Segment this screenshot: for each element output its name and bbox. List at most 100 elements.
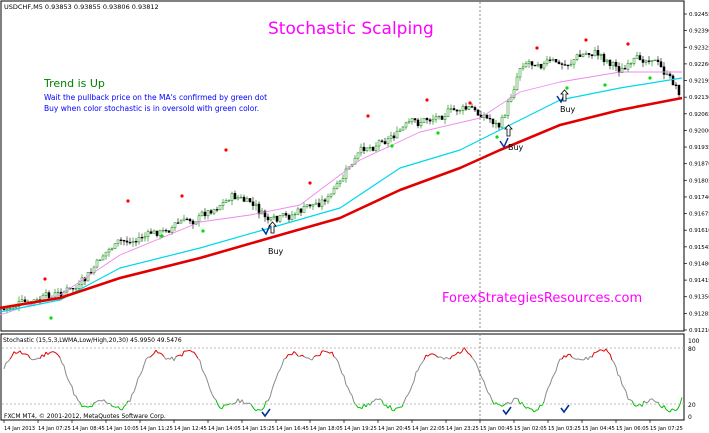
stoch-segment bbox=[577, 358, 581, 361]
candle-body bbox=[602, 53, 606, 62]
candle-body bbox=[128, 241, 132, 244]
stoch-segment bbox=[363, 403, 367, 408]
stoch-segment bbox=[587, 356, 591, 360]
stoch-segment bbox=[585, 356, 589, 361]
stoch-segment bbox=[57, 354, 61, 358]
stochastic-label: Stochastic (15,5,3,LWMA,Low/High,20,30) … bbox=[3, 337, 182, 344]
buy-arrow-icon bbox=[560, 89, 569, 102]
stoch-segment bbox=[303, 356, 307, 359]
stoch-segment bbox=[269, 389, 273, 398]
stoch-segment bbox=[361, 403, 365, 409]
stoch-segment bbox=[113, 406, 117, 408]
stoch-segment bbox=[511, 397, 515, 403]
stoch-segment bbox=[123, 404, 127, 407]
candle-body bbox=[131, 241, 135, 243]
annotation-title: Stochastic Scalping bbox=[268, 19, 434, 39]
stoch-segment bbox=[173, 356, 177, 362]
low-dot bbox=[49, 316, 53, 320]
stoch-segment bbox=[489, 394, 493, 401]
candle-body bbox=[161, 229, 165, 232]
buy-signal-1: Buy bbox=[261, 221, 284, 256]
candle-body bbox=[167, 230, 171, 233]
stoch-segment bbox=[601, 349, 605, 352]
candle-body bbox=[251, 201, 255, 206]
candle-body bbox=[158, 230, 162, 236]
candle-body bbox=[332, 188, 336, 195]
candle-body bbox=[305, 204, 309, 207]
stoch-segment bbox=[547, 384, 551, 389]
stoch-segment bbox=[385, 404, 389, 409]
stochastic-panel[interactable] bbox=[0, 333, 685, 421]
candle-body bbox=[71, 288, 75, 290]
stoch-segment bbox=[481, 377, 485, 382]
candle-body bbox=[275, 215, 279, 222]
low-dot bbox=[390, 144, 394, 148]
stoch-segment bbox=[619, 376, 623, 385]
candle-body bbox=[140, 236, 144, 239]
stoch-segment bbox=[389, 405, 393, 411]
time-tick-label: 15 Jan 07:25 bbox=[650, 426, 683, 432]
stoch-segment bbox=[129, 393, 133, 402]
candle-body bbox=[215, 209, 219, 211]
candle-body bbox=[389, 135, 393, 139]
stoch-segment bbox=[645, 401, 649, 404]
candle-body bbox=[530, 61, 534, 66]
stoch-segment bbox=[571, 356, 575, 359]
time-tick-label: 15 Jan 00:45 bbox=[480, 426, 513, 432]
stoch-segment bbox=[609, 353, 613, 361]
stoch-segment bbox=[3, 362, 7, 369]
candle-body bbox=[89, 272, 93, 274]
candle-body bbox=[74, 288, 78, 290]
stoch-segment bbox=[675, 408, 679, 412]
buy-label-2: Buy bbox=[508, 143, 524, 152]
candle-body bbox=[548, 59, 552, 61]
stoch-segment bbox=[203, 372, 207, 378]
stoch-segment bbox=[667, 410, 671, 413]
stoch-segment bbox=[319, 350, 323, 356]
stoch-segment bbox=[337, 361, 341, 368]
candle-body bbox=[209, 210, 213, 214]
stoch-segment bbox=[35, 357, 39, 360]
candle-body bbox=[314, 202, 318, 205]
stoch-segment bbox=[105, 401, 109, 405]
candle-body bbox=[245, 198, 249, 202]
stoch-segment bbox=[47, 352, 51, 355]
stoch-segment bbox=[63, 365, 67, 375]
stoch-segment bbox=[81, 405, 85, 408]
candle-body bbox=[122, 240, 126, 242]
candle-body bbox=[614, 62, 618, 67]
candle-body bbox=[425, 118, 429, 121]
stoch-segment bbox=[677, 404, 681, 409]
stoch-segment bbox=[549, 378, 553, 385]
stoch-segment bbox=[375, 398, 379, 401]
candle-body bbox=[431, 118, 435, 122]
stoch-segment bbox=[239, 399, 243, 404]
stoch-segment bbox=[301, 354, 305, 357]
stoch-segment bbox=[555, 363, 559, 371]
stoch-segment bbox=[649, 398, 653, 400]
time-tick-label: 14 Jan 12:45 bbox=[174, 426, 207, 432]
stoch-segment bbox=[583, 356, 587, 361]
stoch-segment bbox=[93, 401, 97, 404]
candle-body bbox=[188, 218, 192, 222]
stoch-segment bbox=[485, 387, 489, 393]
stoch-segment bbox=[355, 404, 359, 408]
candle-body bbox=[287, 215, 291, 220]
time-tick-label: 15 Jan 06:05 bbox=[616, 426, 649, 432]
stoch-segment bbox=[119, 408, 123, 411]
stoch-segment bbox=[495, 402, 499, 405]
price-panel[interactable] bbox=[0, 0, 685, 332]
candle-body bbox=[623, 67, 627, 70]
time-tick-label: 15 Jan 04:45 bbox=[582, 426, 615, 432]
stoch-segment bbox=[135, 378, 139, 386]
stoch-segment bbox=[665, 408, 669, 412]
stoch-segment bbox=[235, 398, 239, 403]
stoch-segment bbox=[465, 350, 469, 354]
stoch-segment bbox=[673, 409, 677, 412]
stoch-segment bbox=[469, 354, 473, 358]
candle-body bbox=[134, 241, 138, 243]
